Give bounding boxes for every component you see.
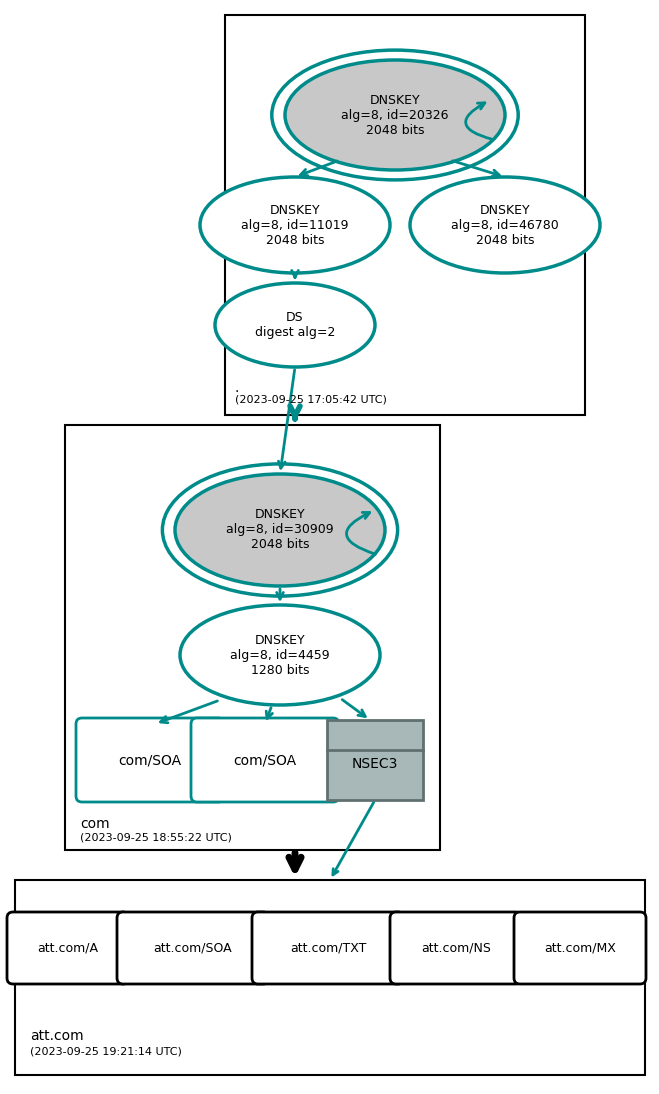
FancyBboxPatch shape [76,718,224,802]
Text: DNSKEY
alg=8, id=4459
1280 bits: DNSKEY alg=8, id=4459 1280 bits [230,633,330,676]
Text: (2023-09-25 17:05:42 UTC): (2023-09-25 17:05:42 UTC) [235,395,387,405]
FancyBboxPatch shape [7,912,129,984]
Ellipse shape [175,474,385,586]
Text: .: . [235,381,239,395]
Text: DNSKEY
alg=8, id=30909
2048 bits: DNSKEY alg=8, id=30909 2048 bits [226,509,334,551]
FancyBboxPatch shape [390,912,522,984]
Text: com/SOA: com/SOA [119,753,182,767]
Text: att.com/TXT: att.com/TXT [290,942,366,954]
Bar [65,424,440,850]
Text: (2023-09-25 18:55:22 UTC): (2023-09-25 18:55:22 UTC) [80,833,232,843]
Bar [15,880,645,1075]
FancyBboxPatch shape [514,912,646,984]
Text: att.com: att.com [30,1029,84,1043]
Text: (2023-09-25 19:21:14 UTC): (2023-09-25 19:21:14 UTC) [30,1047,182,1057]
Text: DS
digest alg=2: DS digest alg=2 [255,311,335,339]
Text: att.com/MX: att.com/MX [544,942,616,954]
Ellipse shape [200,177,390,274]
Text: com: com [80,817,109,831]
Text: DNSKEY
alg=8, id=11019
2048 bits: DNSKEY alg=8, id=11019 2048 bits [241,203,349,246]
Text: att.com/A: att.com/A [38,942,98,954]
FancyBboxPatch shape [191,718,339,802]
Ellipse shape [180,605,380,705]
Ellipse shape [285,60,505,170]
Text: DNSKEY
alg=8, id=46780
2048 bits: DNSKEY alg=8, id=46780 2048 bits [451,203,559,246]
Ellipse shape [410,177,600,274]
FancyBboxPatch shape [252,912,404,984]
Text: DNSKEY
alg=8, id=20326
2048 bits: DNSKEY alg=8, id=20326 2048 bits [341,93,449,137]
Bar [327,720,423,800]
Text: att.com/SOA: att.com/SOA [154,942,233,954]
Text: att.com/NS: att.com/NS [421,942,491,954]
Bar [225,15,585,415]
Text: com/SOA: com/SOA [233,753,297,767]
Text: NSEC3: NSEC3 [352,757,398,771]
FancyBboxPatch shape [117,912,269,984]
Ellipse shape [215,283,375,366]
